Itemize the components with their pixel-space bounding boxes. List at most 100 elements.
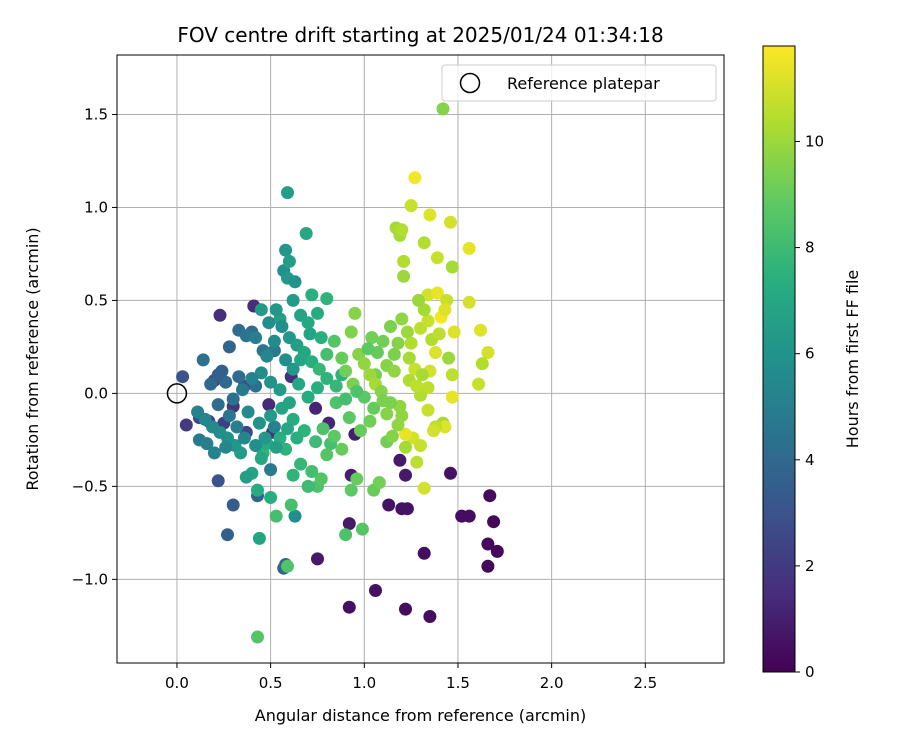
data-point [254,366,268,380]
y-tick-label: 0.0 [84,384,108,402]
data-point [357,357,371,371]
legend-box [441,64,717,102]
data-point [292,377,306,391]
data-point [342,517,356,531]
data-point [395,223,409,237]
data-point [309,401,323,415]
data-point [221,528,234,542]
data-point [264,491,278,504]
data-point [260,349,274,363]
data-point [417,236,431,250]
data-point [311,552,324,566]
colorbar-ticks: 0 2 4 6 8 10 [795,132,824,681]
data-point [472,377,486,391]
data-point [391,336,405,350]
data-point [297,346,311,359]
data-point [301,316,315,330]
data-point [279,353,293,367]
data-point [432,327,446,341]
data-point [363,414,377,428]
data-point [273,383,287,397]
data-point [236,383,249,397]
x-tick-label: 0.5 [259,674,283,692]
data-point [402,351,416,365]
data-point [339,392,353,406]
data-point [252,416,266,430]
data-point [327,429,341,443]
data-point [410,379,424,393]
data-point [339,528,353,542]
data-point [286,293,300,307]
data-point [262,316,276,330]
data-point [421,403,435,417]
data-point [281,186,294,200]
colorbar-gradient [762,45,796,673]
data-point [335,351,349,365]
data-point [412,293,426,307]
data-point [269,440,283,454]
data-point [445,260,459,274]
colorbar-tick-label: 8 [805,239,815,257]
data-point [397,269,411,283]
data-point [294,457,308,471]
data-point [269,509,283,523]
data-point [427,424,441,438]
data-point [264,463,278,477]
data-point [354,424,367,438]
data-point [320,347,334,361]
data-point [207,446,221,460]
data-point [438,420,452,434]
data-point [239,470,253,484]
data-point [301,479,315,493]
data-point [219,440,233,454]
data-point [447,325,461,339]
data-point [267,334,281,348]
data-point [305,288,319,302]
data-point [249,439,263,452]
data-point [462,241,476,255]
data-point [281,422,294,436]
colorbar-tick-label: 6 [805,345,815,363]
data-point [487,515,501,529]
data-point [399,427,412,441]
data-point [348,306,362,320]
x-tick-label: 2.5 [633,674,657,692]
colorbar-tick-label: 10 [805,132,824,150]
data-point [320,292,334,306]
data-point [254,452,268,465]
data-point [415,368,429,382]
y-tick-label: 1.5 [84,105,108,123]
data-point [279,243,293,257]
data-point [286,362,300,376]
reference-platepar-marker [166,383,188,404]
data-point [200,437,214,451]
data-point [251,483,264,497]
data-point [410,455,424,469]
data-point [414,439,427,452]
data-point [462,295,476,309]
data-point [316,422,330,436]
x-axis-ticks: 0.0 0.5 1.0 1.5 2.0 2.5 [165,663,657,692]
data-point [264,409,278,423]
data-point [344,325,358,339]
data-point [314,331,328,345]
data-point [262,398,276,412]
data-point [436,102,450,116]
data-point [249,331,263,345]
data-point [369,584,382,597]
data-point [275,401,289,415]
data-point [311,381,324,395]
data-point [438,303,452,317]
y-axis-ticks: −1.0 −0.5 0.0 0.5 1.0 1.5 [72,105,117,588]
x-axis-label: Angular distance from reference (arcmin) [255,706,586,725]
data-point [475,357,489,371]
y-tick-label: 1.0 [84,198,108,216]
data-point [211,368,225,382]
data-point [481,559,495,573]
data-point [355,522,369,536]
data-point [417,546,431,560]
data-point [312,362,326,376]
data-points [176,102,504,644]
data-point [442,351,456,365]
data-point [483,489,497,503]
